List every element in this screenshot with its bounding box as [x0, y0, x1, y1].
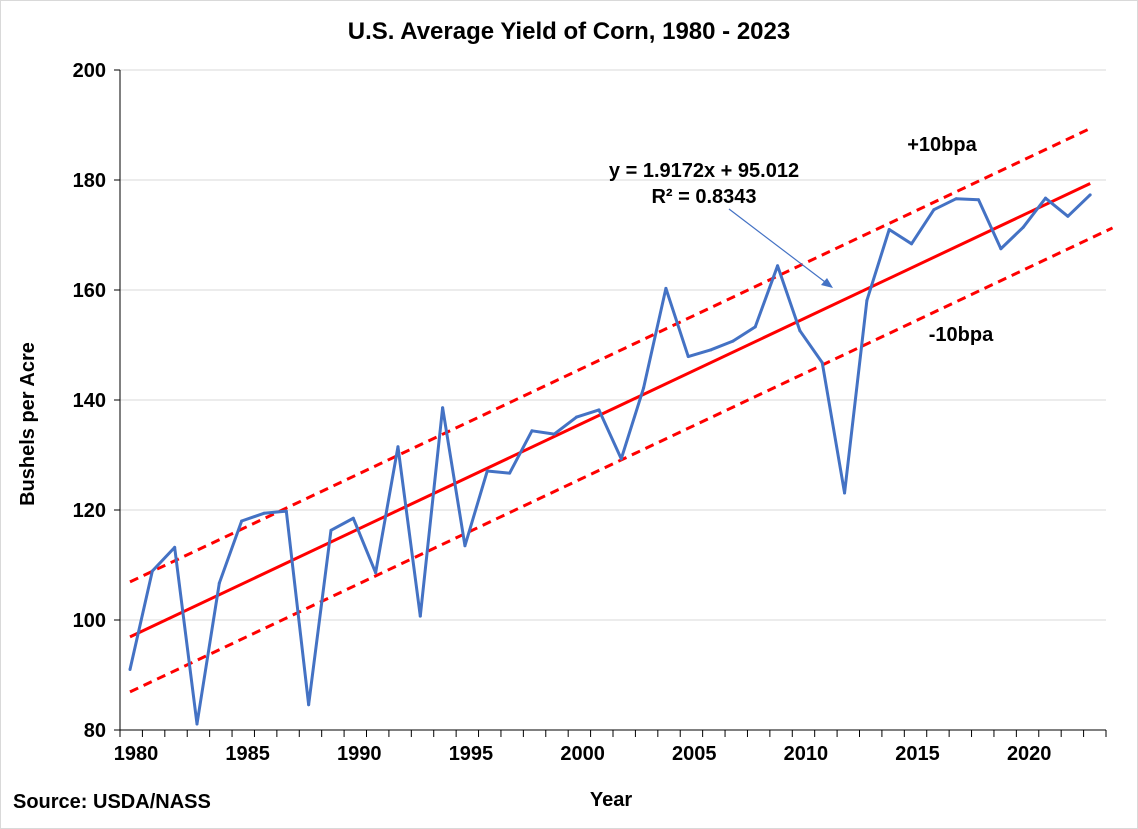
- data-point-2016: [932, 208, 936, 212]
- data-point-2002: [619, 457, 623, 461]
- lower-band-label: -10bpa: [929, 324, 994, 346]
- data-point-1995: [463, 544, 467, 548]
- trend-r2: R² = 0.8343: [651, 186, 756, 208]
- data-point-2023: [1088, 193, 1092, 197]
- data-point-2005: [686, 355, 690, 359]
- data-point-1982: [173, 545, 177, 549]
- x-tick-label-2015: 2015: [895, 743, 940, 765]
- data-point-1994: [441, 406, 445, 410]
- x-tick-label-2005: 2005: [672, 743, 717, 765]
- chart-title: U.S. Average Yield of Corn, 1980 - 2023: [348, 18, 790, 45]
- data-point-2000: [575, 415, 579, 419]
- data-point-1985: [240, 519, 244, 523]
- y-axis-ticks: 80 100 120 140 160 180 200: [73, 60, 120, 742]
- data-point-2020: [1021, 225, 1025, 229]
- data-point-1984: [217, 581, 221, 585]
- data-point-2007: [731, 339, 735, 343]
- x-tick-label-1990: 1990: [337, 743, 382, 765]
- y-tick-label-120: 120: [73, 500, 106, 522]
- x-tick-label-1985: 1985: [225, 743, 270, 765]
- trendline-line: [129, 182, 1091, 639]
- y-tick-label-160: 160: [73, 280, 106, 302]
- data-point-1989: [329, 528, 333, 532]
- upper-band-line: [129, 127, 1091, 584]
- equation-pointer: [728, 208, 830, 286]
- data-point-2019: [999, 247, 1003, 251]
- data-point-2006: [709, 348, 713, 352]
- x-tick-label-2000: 2000: [560, 743, 605, 765]
- data-point-2011: [820, 361, 824, 365]
- yield-line: [128, 193, 1092, 726]
- upper-band-label: +10bpa: [907, 134, 977, 156]
- data-point-1987: [284, 509, 288, 513]
- data-point-2008: [753, 325, 757, 329]
- data-point-2004: [664, 286, 668, 290]
- data-point-2003: [642, 386, 646, 390]
- trendline: [129, 182, 1091, 639]
- x-tick-label-1995: 1995: [449, 743, 494, 765]
- data-point-2015: [910, 242, 914, 246]
- y-axis-label: Bushels per Acre: [17, 342, 39, 506]
- data-point-1981: [150, 569, 154, 573]
- source-note: Source: USDA/NASS: [13, 791, 211, 813]
- x-tick-label-2020: 2020: [1007, 743, 1052, 765]
- data-point-1999: [552, 432, 556, 436]
- data-point-2010: [798, 329, 802, 333]
- data-point-2009: [776, 264, 780, 268]
- data-point-1998: [530, 429, 534, 433]
- data-point-1996: [485, 469, 489, 473]
- x-axis-ticks: 1980 1985 1990 1995 2000 2005 2010 2015 2020: [114, 730, 1107, 765]
- data-point-1986: [262, 511, 266, 515]
- data-point-2001: [597, 408, 601, 412]
- data-point-1997: [508, 471, 512, 475]
- data-point-1990: [351, 516, 355, 520]
- y-tick-label-80: 80: [84, 720, 106, 742]
- data-point-2021: [1044, 196, 1048, 200]
- data-point-2014: [887, 228, 891, 231]
- trend-bands: [129, 127, 1114, 694]
- data-point-1993: [418, 614, 422, 618]
- annotations: y = 1.9172x + 95.012 R² = 0.8343 +10bpa …: [609, 134, 994, 346]
- y-tick-label-140: 140: [73, 390, 106, 412]
- data-point-2018: [977, 198, 981, 202]
- x-tick-label-2010: 2010: [784, 743, 829, 765]
- data-point-1991: [374, 571, 378, 575]
- x-axis-label: Year: [590, 789, 632, 811]
- y-tick-label-180: 180: [73, 170, 106, 192]
- data-point-1992: [396, 445, 400, 449]
- data-point-2022: [1066, 214, 1070, 218]
- x-tick-label-1980: 1980: [114, 743, 159, 765]
- data-point-2012: [843, 491, 847, 495]
- trend-equation: y = 1.9172x + 95.012: [609, 160, 799, 182]
- data-point-1980: [128, 668, 132, 671]
- series-line: [128, 193, 1092, 726]
- y-tick-label-100: 100: [73, 610, 106, 632]
- data-point-2013: [865, 298, 869, 302]
- data-point-1983: [195, 722, 199, 726]
- y-tick-label-200: 200: [73, 60, 106, 82]
- equation-pointer-arrowhead: [821, 278, 833, 288]
- data-point-2017: [954, 197, 958, 201]
- data-point-1988: [307, 703, 311, 707]
